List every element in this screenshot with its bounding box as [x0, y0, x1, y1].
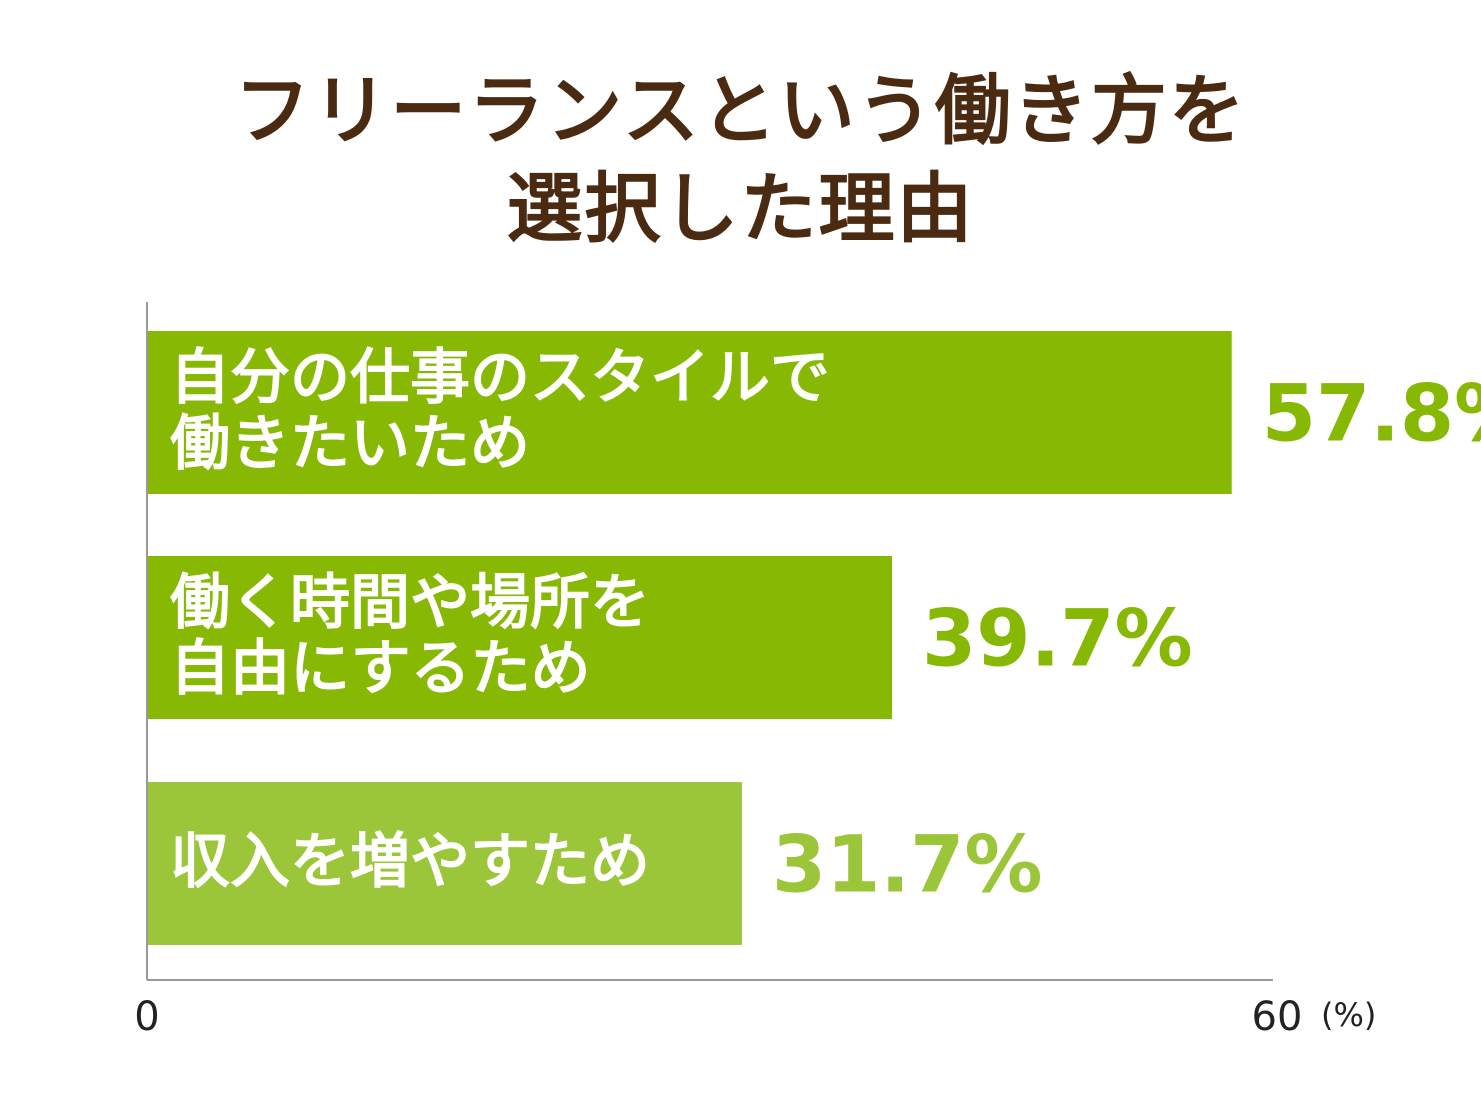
chart-title: フリーランスという働き方を 選択した理由: [0, 62, 1481, 258]
category-label-3-line-1: 収入を増やすため: [170, 827, 650, 897]
category-label-1-line-2: 働きたいため: [170, 409, 530, 479]
category-label-2-line-2: 自由にするため: [170, 634, 591, 704]
x-tick-label-0: 0: [134, 994, 159, 1040]
chart-title-line-1: フリーランスという働き方を: [234, 66, 1247, 155]
bar-1: [148, 331, 1232, 494]
x-axis-unit-label: (%): [1321, 996, 1376, 1034]
chart-title-line-2: 選択した理由: [506, 164, 975, 253]
value-label-3: 31.7%: [772, 821, 1043, 911]
category-label-1-line-1: 自分の仕事のスタイルで: [170, 343, 830, 413]
bar-3: [148, 782, 742, 945]
bar-2: [148, 556, 893, 719]
x-tick-label-60: 60: [1252, 994, 1303, 1040]
value-label-2: 39.7%: [922, 595, 1193, 685]
value-label-1: 57.8%: [1262, 370, 1481, 460]
category-label-2-line-1: 働く時間や場所を: [170, 568, 650, 638]
